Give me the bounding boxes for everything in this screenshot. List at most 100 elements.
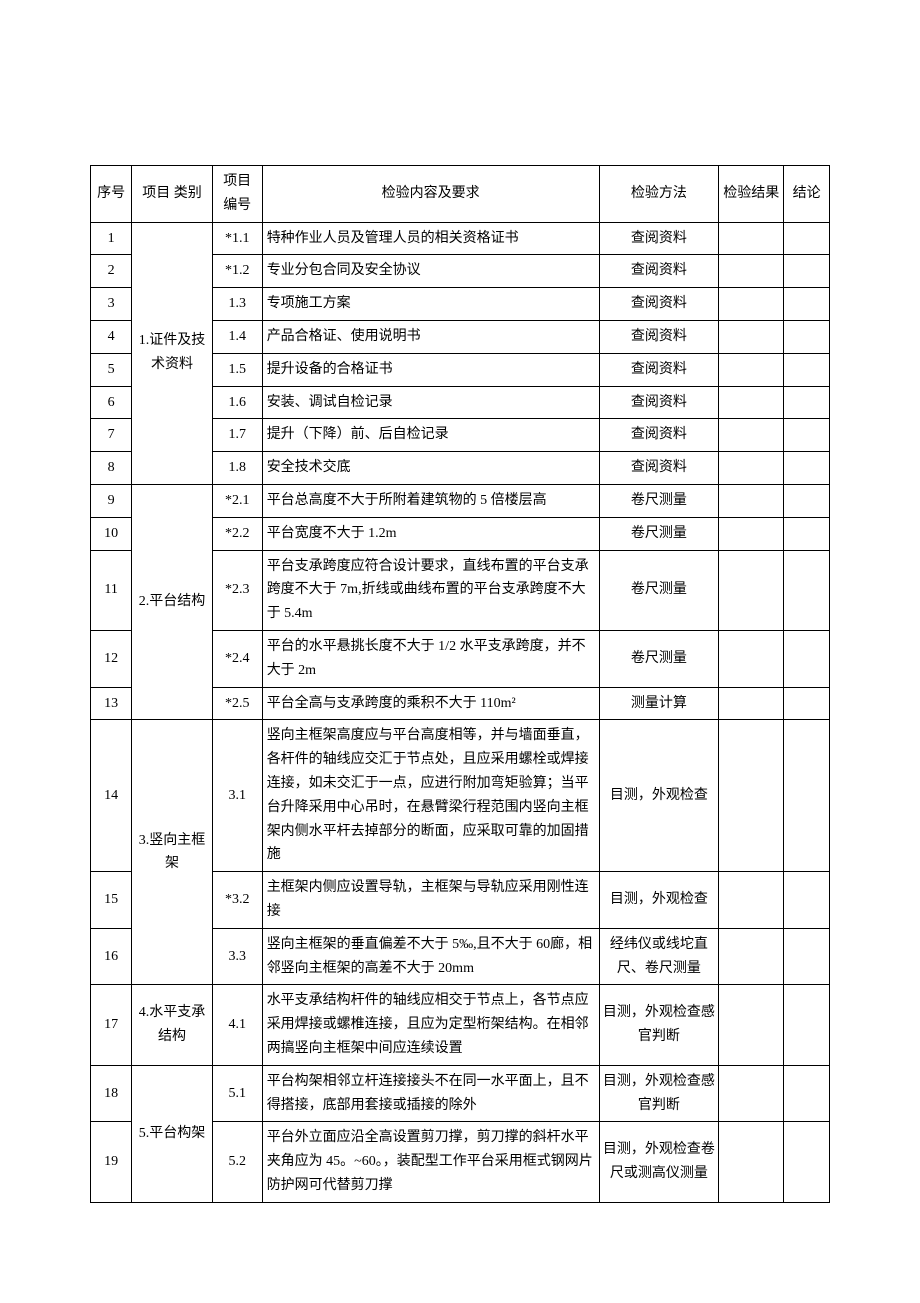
cell-method: 卷尺测量 <box>599 517 719 550</box>
cell-seq: 16 <box>91 928 132 985</box>
cell-conclusion <box>784 985 830 1065</box>
cell-requirement: 主框架内侧应设置导轨，主框架与导轨应采用刚性连接 <box>262 872 599 929</box>
cell-result <box>719 928 784 985</box>
cell-requirement: 平台宽度不大于 1.2m <box>262 517 599 550</box>
cell-item-no: *1.1 <box>212 222 262 255</box>
cell-method: 查阅资料 <box>599 419 719 452</box>
cell-item-no: 3.3 <box>212 928 262 985</box>
cell-method: 卷尺测量 <box>599 484 719 517</box>
table-row: 11.证件及技术资料*1.1特种作业人员及管理人员的相关资格证书查阅资料 <box>91 222 830 255</box>
cell-result <box>719 1065 784 1122</box>
cell-result <box>719 255 784 288</box>
cell-conclusion <box>784 928 830 985</box>
cell-item-no: *2.5 <box>212 687 262 720</box>
cell-item-no: *2.4 <box>212 630 262 687</box>
cell-result <box>719 985 784 1065</box>
cell-category: 2.平台结构 <box>132 484 212 719</box>
cell-item-no: 5.2 <box>212 1122 262 1202</box>
cell-requirement: 平台的水平悬挑长度不大于 1/2 水平支承跨度，并不大于 2m <box>262 630 599 687</box>
cell-category: 5.平台构架 <box>132 1065 212 1202</box>
cell-item-no: 1.4 <box>212 320 262 353</box>
cell-result <box>719 320 784 353</box>
cell-conclusion <box>784 255 830 288</box>
cell-conclusion <box>784 222 830 255</box>
header-row: 序号 项目 类别 项目 编号 检验内容及要求 检验方法 检验结果 结论 <box>91 166 830 223</box>
table-head: 序号 项目 类别 项目 编号 检验内容及要求 检验方法 检验结果 结论 <box>91 166 830 223</box>
cell-seq: 15 <box>91 872 132 929</box>
cell-conclusion <box>784 630 830 687</box>
cell-requirement: 平台构架相邻立杆连接接头不在同一水平面上，且不得搭接，底部用套接或插接的除外 <box>262 1065 599 1122</box>
cell-requirement: 提升（下降）前、后自检记录 <box>262 419 599 452</box>
cell-conclusion <box>784 419 830 452</box>
cell-requirement: 特种作业人员及管理人员的相关资格证书 <box>262 222 599 255</box>
cell-requirement: 安全技术交底 <box>262 452 599 485</box>
cell-requirement: 产品合格证、使用说明书 <box>262 320 599 353</box>
table-row: 92.平台结构*2.1平台总高度不大于所附着建筑物的 5 倍楼层高卷尺测量 <box>91 484 830 517</box>
cell-method: 目测，外观检查卷尺或测高仪测量 <box>599 1122 719 1202</box>
cell-item-no: 1.8 <box>212 452 262 485</box>
cell-result <box>719 550 784 630</box>
cell-method: 目测，外观检查 <box>599 720 719 872</box>
cell-conclusion <box>784 1065 830 1122</box>
cell-item-no: 1.5 <box>212 353 262 386</box>
cell-seq: 1 <box>91 222 132 255</box>
cell-conclusion <box>784 1122 830 1202</box>
cell-conclusion <box>784 720 830 872</box>
cell-seq: 8 <box>91 452 132 485</box>
cell-requirement: 提升设备的合格证书 <box>262 353 599 386</box>
cell-seq: 10 <box>91 517 132 550</box>
cell-result <box>719 517 784 550</box>
cell-conclusion <box>784 687 830 720</box>
header-result: 检验结果 <box>719 166 784 223</box>
cell-method: 查阅资料 <box>599 222 719 255</box>
header-category: 项目 类别 <box>132 166 212 223</box>
cell-requirement: 专业分包合同及安全协议 <box>262 255 599 288</box>
cell-method: 目测，外观检查感官判断 <box>599 1065 719 1122</box>
header-seq: 序号 <box>91 166 132 223</box>
cell-method: 经纬仪或线坨直尺、卷尺测量 <box>599 928 719 985</box>
cell-result <box>719 484 784 517</box>
table-row: 174.水平支承结构4.1水平支承结构杆件的轴线应相交于节点上，各节点应采用焊接… <box>91 985 830 1065</box>
cell-requirement: 专项施工方案 <box>262 288 599 321</box>
cell-method: 卷尺测量 <box>599 550 719 630</box>
table-row: 143.竖向主框架3.1竖向主框架高度应与平台高度相等，并与墙面垂直，各杆件的轴… <box>91 720 830 872</box>
cell-result <box>719 687 784 720</box>
cell-method: 查阅资料 <box>599 353 719 386</box>
cell-requirement: 水平支承结构杆件的轴线应相交于节点上，各节点应采用焊接或螺椎连接，且应为定型桁架… <box>262 985 599 1065</box>
cell-requirement: 竖向主框架高度应与平台高度相等，并与墙面垂直，各杆件的轴线应交汇于节点处，且应采… <box>262 720 599 872</box>
cell-requirement: 竖向主框架的垂直偏差不大于 5‰,且不大于 60廊，相邻竖向主框架的高差不大于 … <box>262 928 599 985</box>
cell-seq: 3 <box>91 288 132 321</box>
cell-item-no: *2.3 <box>212 550 262 630</box>
cell-item-no: 5.1 <box>212 1065 262 1122</box>
cell-item-no: *2.1 <box>212 484 262 517</box>
cell-item-no: *1.2 <box>212 255 262 288</box>
header-method: 检验方法 <box>599 166 719 223</box>
cell-conclusion <box>784 550 830 630</box>
table-body: 11.证件及技术资料*1.1特种作业人员及管理人员的相关资格证书查阅资料2*1.… <box>91 222 830 1202</box>
cell-seq: 9 <box>91 484 132 517</box>
cell-requirement: 平台总高度不大于所附着建筑物的 5 倍楼层高 <box>262 484 599 517</box>
cell-method: 查阅资料 <box>599 386 719 419</box>
cell-conclusion <box>784 872 830 929</box>
inspection-table: 序号 项目 类别 项目 编号 检验内容及要求 检验方法 检验结果 结论 11.证… <box>90 165 830 1203</box>
cell-seq: 5 <box>91 353 132 386</box>
cell-conclusion <box>784 320 830 353</box>
header-conclusion: 结论 <box>784 166 830 223</box>
cell-requirement: 安装、调试自检记录 <box>262 386 599 419</box>
cell-method: 查阅资料 <box>599 255 719 288</box>
cell-result <box>719 720 784 872</box>
cell-seq: 6 <box>91 386 132 419</box>
page-container: 序号 项目 类别 项目 编号 检验内容及要求 检验方法 检验结果 结论 11.证… <box>0 0 920 1303</box>
cell-item-no: 1.3 <box>212 288 262 321</box>
cell-conclusion <box>784 386 830 419</box>
cell-result <box>719 386 784 419</box>
cell-category: 1.证件及技术资料 <box>132 222 212 484</box>
cell-seq: 2 <box>91 255 132 288</box>
cell-seq: 19 <box>91 1122 132 1202</box>
cell-result <box>719 222 784 255</box>
cell-conclusion <box>784 288 830 321</box>
cell-result <box>719 872 784 929</box>
cell-item-no: *3.2 <box>212 872 262 929</box>
cell-seq: 12 <box>91 630 132 687</box>
table-row: 185.平台构架5.1平台构架相邻立杆连接接头不在同一水平面上，且不得搭接，底部… <box>91 1065 830 1122</box>
